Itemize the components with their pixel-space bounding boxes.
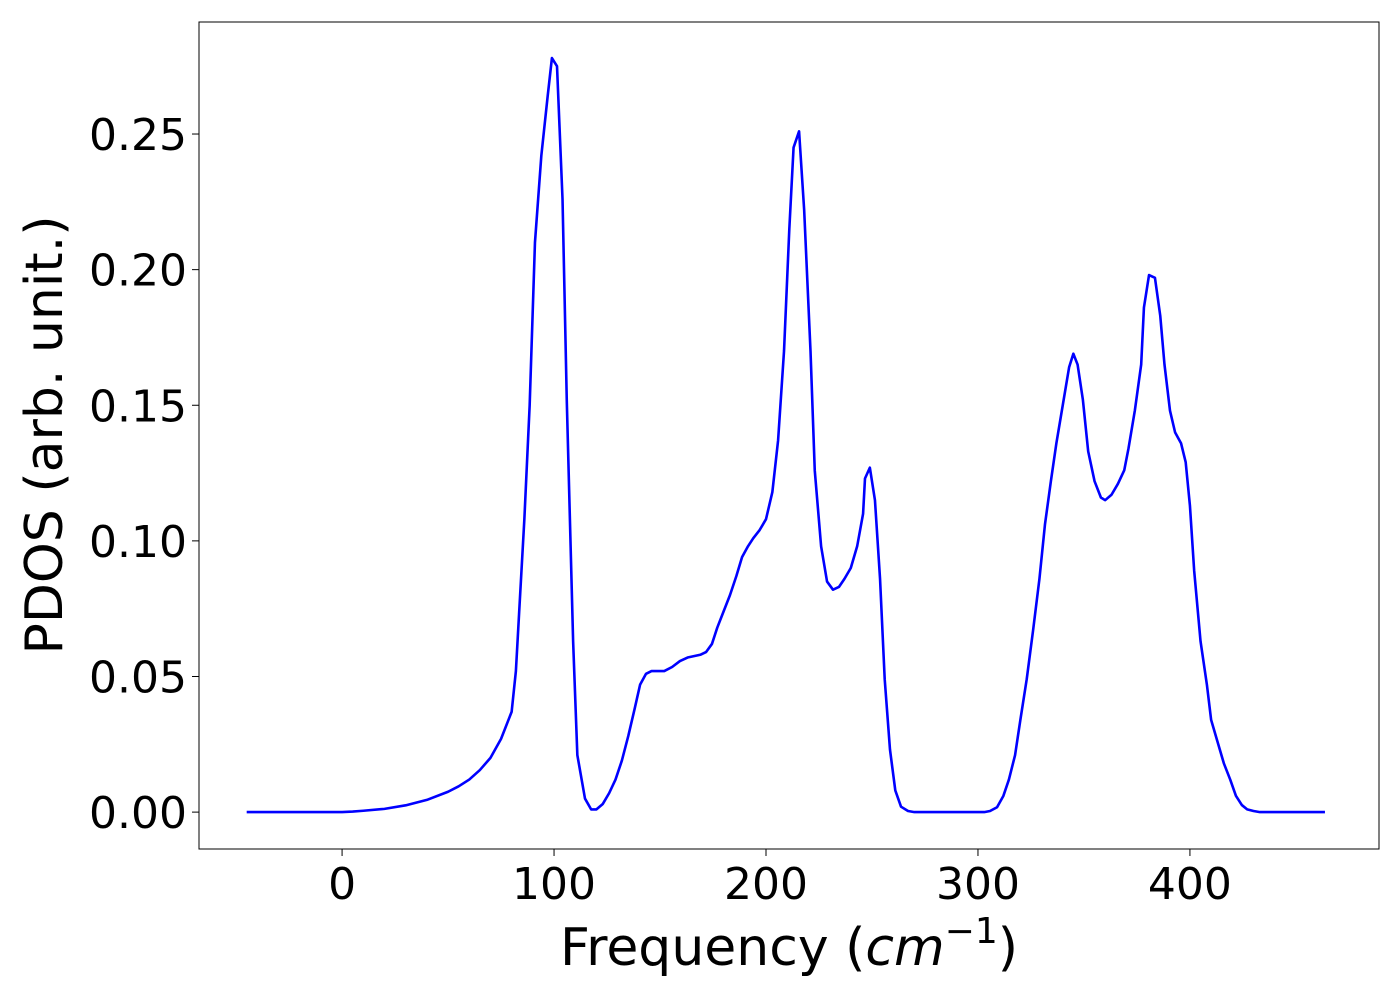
- x-tick-label: 300: [936, 859, 1020, 910]
- x-tick-label: 200: [724, 859, 808, 910]
- plot-frame: [198, 21, 1380, 850]
- y-axis-label: PDOS (arb. unit.): [15, 215, 75, 654]
- x-label-text: Frequency (: [560, 918, 865, 978]
- y-tick-label: 0.20: [89, 246, 187, 297]
- x-tick-label: 100: [512, 859, 596, 910]
- y-tick-label: 0.10: [89, 517, 187, 568]
- y-tick-label: 0.15: [89, 381, 187, 432]
- x-label-unit: cm: [865, 918, 944, 978]
- x-tick-label: 400: [1148, 859, 1232, 910]
- x-tick-label: 0: [328, 859, 356, 910]
- y-tick-label: 0.25: [89, 110, 187, 161]
- y-tick-label: 0.00: [89, 788, 187, 839]
- y-tick-label: 0.05: [89, 652, 187, 703]
- line: [246, 56, 1325, 814]
- x-axis-label: Frequency (cm−1): [560, 911, 1018, 978]
- x-label-exponent: −1: [945, 911, 998, 952]
- x-label-close: ): [998, 918, 1018, 978]
